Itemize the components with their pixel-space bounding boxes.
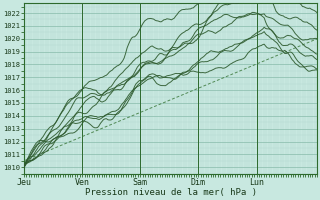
X-axis label: Pression niveau de la mer( hPa ): Pression niveau de la mer( hPa ) xyxy=(84,188,257,197)
